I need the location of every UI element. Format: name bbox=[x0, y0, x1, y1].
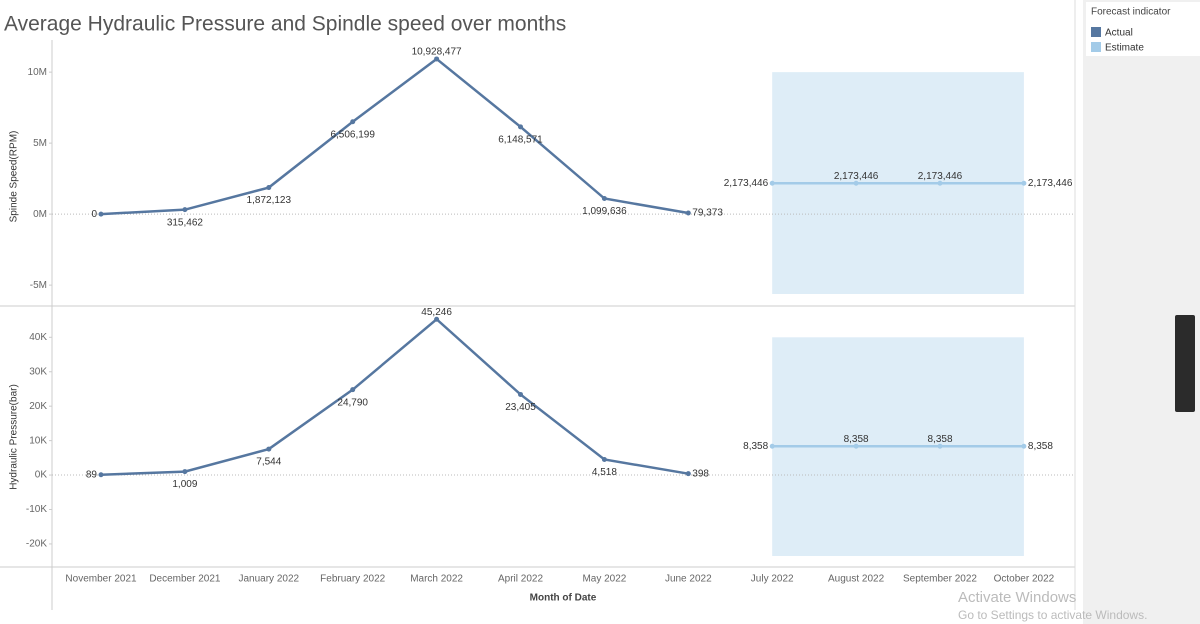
x-tick-label: October 2022 bbox=[994, 574, 1055, 585]
y-tick-label: 0M bbox=[33, 209, 47, 220]
y-axis-title: Spinde Speed(RPM) bbox=[9, 131, 20, 223]
legend-box bbox=[1086, 2, 1200, 56]
toolbar[interactable] bbox=[1175, 315, 1195, 412]
x-tick-label: July 2022 bbox=[751, 574, 794, 585]
data-label: 8,358 bbox=[1028, 441, 1053, 452]
data-label: 89 bbox=[86, 469, 98, 480]
data-label: 8,358 bbox=[844, 434, 869, 445]
point bbox=[518, 391, 523, 397]
chart-title: Average Hydraulic Pressure and Spindle s… bbox=[4, 13, 566, 36]
point bbox=[434, 316, 440, 322]
series-line bbox=[100, 57, 689, 216]
x-axis-title: Month of Date bbox=[530, 593, 597, 604]
y-tick-label: -10K bbox=[26, 504, 47, 515]
data-label: 398 bbox=[692, 468, 709, 479]
point bbox=[182, 469, 188, 475]
point bbox=[937, 443, 943, 449]
legend-label: Estimate bbox=[1105, 43, 1144, 54]
point bbox=[769, 180, 775, 186]
point bbox=[601, 456, 607, 462]
point bbox=[601, 196, 607, 202]
x-tick-label: April 2022 bbox=[498, 574, 543, 585]
legend-label: Actual bbox=[1105, 28, 1133, 39]
point bbox=[853, 443, 859, 449]
y-tick-label: -5M bbox=[30, 280, 47, 291]
data-label: 8,358 bbox=[743, 441, 768, 452]
series-line bbox=[100, 317, 689, 476]
point bbox=[98, 211, 104, 217]
y-tick-label: 10K bbox=[29, 435, 47, 446]
data-label: 315,462 bbox=[167, 217, 204, 228]
data-label: 2,173,446 bbox=[834, 171, 879, 182]
x-tick-label: August 2022 bbox=[828, 574, 885, 585]
data-label: 8,358 bbox=[927, 434, 952, 445]
data-label: 6,148,571 bbox=[498, 134, 543, 145]
y-tick-label: 5M bbox=[33, 138, 47, 149]
legend-title: Forecast indicator bbox=[1091, 7, 1171, 18]
x-tick-label: January 2022 bbox=[238, 574, 299, 585]
data-label: 2,173,446 bbox=[1028, 178, 1073, 189]
x-tick-label: November 2021 bbox=[65, 574, 137, 585]
data-label: 1,009 bbox=[172, 479, 197, 490]
point bbox=[98, 472, 104, 478]
data-label: 7,544 bbox=[256, 457, 281, 468]
legend-swatch bbox=[1091, 42, 1101, 52]
data-label: 0 bbox=[91, 209, 97, 220]
data-label: 1,099,636 bbox=[582, 206, 627, 217]
point bbox=[182, 207, 188, 213]
data-label: 10,928,477 bbox=[412, 47, 462, 58]
watermark: Activate Windows bbox=[958, 589, 1076, 606]
data-label: 23,405 bbox=[505, 402, 536, 413]
point bbox=[1021, 180, 1027, 186]
x-tick-label: May 2022 bbox=[582, 574, 626, 585]
side-panel bbox=[1083, 0, 1200, 624]
point bbox=[350, 387, 356, 393]
data-label: 45,246 bbox=[421, 307, 452, 318]
point bbox=[434, 56, 440, 62]
y-tick-label: 20K bbox=[29, 401, 47, 412]
legend-swatch bbox=[1091, 27, 1101, 37]
data-label: 2,173,446 bbox=[918, 171, 963, 182]
y-tick-label: 10M bbox=[28, 67, 47, 78]
data-label: 2,173,446 bbox=[724, 178, 769, 189]
y-tick-label: -20K bbox=[26, 539, 47, 550]
data-label: 1,872,123 bbox=[247, 195, 292, 206]
x-tick-label: September 2022 bbox=[903, 574, 977, 585]
point bbox=[266, 446, 272, 452]
x-tick-label: March 2022 bbox=[410, 574, 463, 585]
data-label: 24,790 bbox=[337, 397, 368, 408]
watermark: Go to Settings to activate Windows. bbox=[958, 608, 1147, 622]
point bbox=[685, 471, 691, 477]
y-tick-label: 40K bbox=[29, 332, 47, 343]
x-tick-label: February 2022 bbox=[320, 574, 385, 585]
point bbox=[937, 180, 943, 186]
point bbox=[350, 119, 356, 125]
x-tick-label: June 2022 bbox=[665, 574, 712, 585]
point bbox=[518, 124, 523, 130]
data-label: 4,518 bbox=[592, 467, 617, 478]
data-label: 79,373 bbox=[692, 208, 723, 219]
x-tick-label: December 2021 bbox=[149, 574, 221, 585]
y-tick-label: 30K bbox=[29, 366, 47, 377]
point bbox=[685, 210, 691, 216]
point bbox=[266, 185, 272, 191]
y-axis-title: Hydraulic Pressure(bar) bbox=[9, 384, 20, 490]
point bbox=[1021, 443, 1027, 449]
data-label: 6,506,199 bbox=[330, 129, 375, 140]
point bbox=[769, 443, 775, 449]
point bbox=[853, 180, 859, 186]
y-tick-label: 0K bbox=[35, 470, 48, 481]
